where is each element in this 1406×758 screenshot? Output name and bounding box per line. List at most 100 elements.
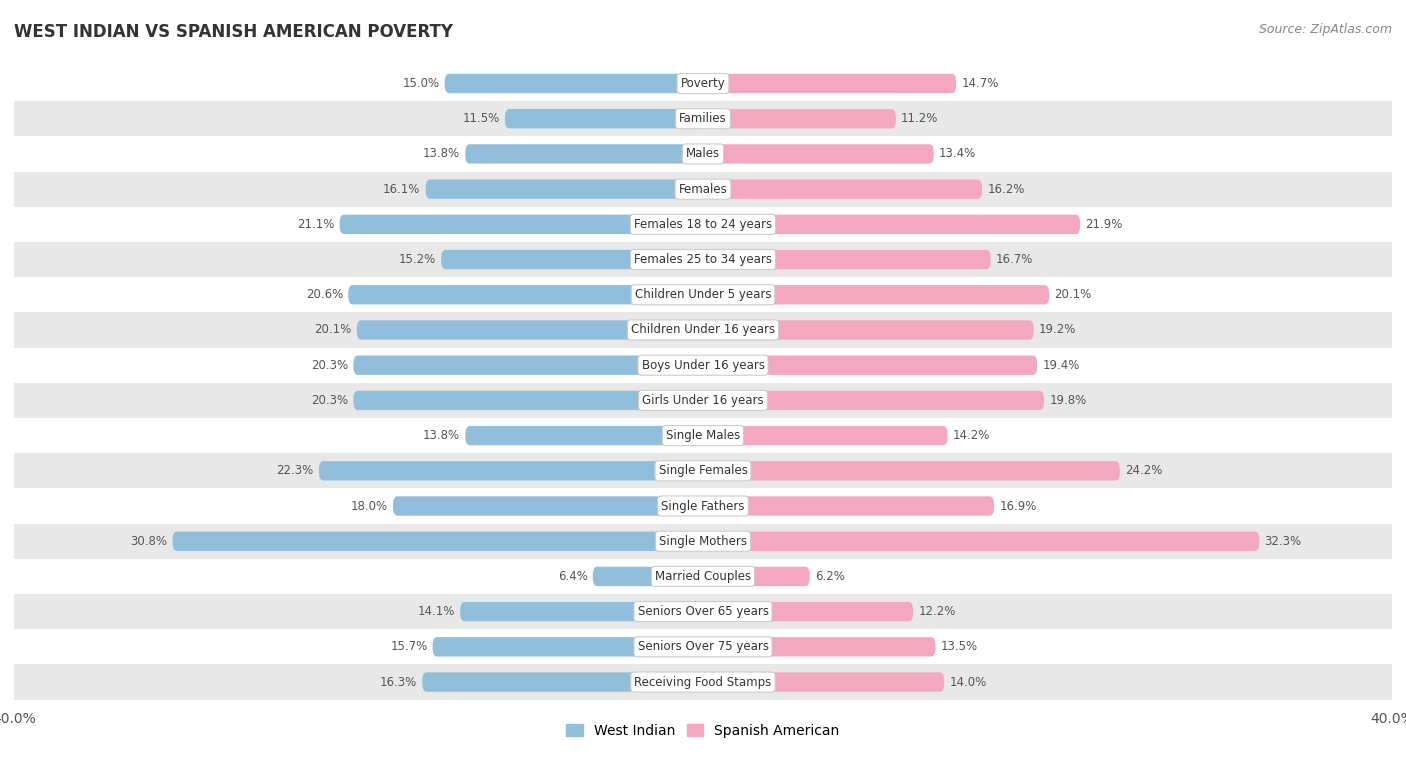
- Bar: [14, 348, 1392, 383]
- Text: 30.8%: 30.8%: [131, 534, 167, 548]
- FancyBboxPatch shape: [703, 567, 810, 586]
- Text: Single Males: Single Males: [666, 429, 740, 442]
- FancyBboxPatch shape: [703, 426, 948, 445]
- Text: 13.4%: 13.4%: [939, 148, 976, 161]
- Text: 21.9%: 21.9%: [1085, 218, 1123, 231]
- Legend: West Indian, Spanish American: West Indian, Spanish American: [561, 718, 845, 743]
- Text: 18.0%: 18.0%: [350, 500, 388, 512]
- Text: Single Mothers: Single Mothers: [659, 534, 747, 548]
- Text: 16.2%: 16.2%: [987, 183, 1025, 196]
- Text: 13.8%: 13.8%: [423, 429, 460, 442]
- FancyBboxPatch shape: [422, 672, 703, 692]
- Text: Boys Under 16 years: Boys Under 16 years: [641, 359, 765, 371]
- Bar: [14, 488, 1392, 524]
- FancyBboxPatch shape: [349, 285, 703, 305]
- Text: Source: ZipAtlas.com: Source: ZipAtlas.com: [1258, 23, 1392, 36]
- FancyBboxPatch shape: [703, 180, 981, 199]
- FancyBboxPatch shape: [319, 461, 703, 481]
- FancyBboxPatch shape: [703, 637, 935, 656]
- FancyBboxPatch shape: [703, 144, 934, 164]
- FancyBboxPatch shape: [444, 74, 703, 93]
- Bar: [14, 277, 1392, 312]
- Text: Children Under 5 years: Children Under 5 years: [634, 288, 772, 301]
- Text: 15.7%: 15.7%: [391, 641, 427, 653]
- FancyBboxPatch shape: [703, 356, 1038, 375]
- FancyBboxPatch shape: [703, 321, 1033, 340]
- FancyBboxPatch shape: [703, 531, 1260, 551]
- FancyBboxPatch shape: [392, 496, 703, 515]
- Text: 16.7%: 16.7%: [995, 253, 1033, 266]
- Bar: [14, 171, 1392, 207]
- Text: Receiving Food Stamps: Receiving Food Stamps: [634, 675, 772, 688]
- FancyBboxPatch shape: [703, 285, 1049, 305]
- Text: 21.1%: 21.1%: [297, 218, 335, 231]
- Text: Girls Under 16 years: Girls Under 16 years: [643, 394, 763, 407]
- FancyBboxPatch shape: [593, 567, 703, 586]
- FancyBboxPatch shape: [465, 144, 703, 164]
- Text: 22.3%: 22.3%: [277, 465, 314, 478]
- Text: 13.5%: 13.5%: [941, 641, 977, 653]
- Text: 16.3%: 16.3%: [380, 675, 418, 688]
- Bar: [14, 242, 1392, 277]
- Text: 20.6%: 20.6%: [305, 288, 343, 301]
- Text: 32.3%: 32.3%: [1264, 534, 1302, 548]
- Text: 14.7%: 14.7%: [962, 77, 998, 90]
- Text: Married Couples: Married Couples: [655, 570, 751, 583]
- Text: 16.1%: 16.1%: [384, 183, 420, 196]
- Text: Females 18 to 24 years: Females 18 to 24 years: [634, 218, 772, 231]
- Text: 20.3%: 20.3%: [311, 394, 349, 407]
- FancyBboxPatch shape: [353, 356, 703, 375]
- Bar: [14, 66, 1392, 101]
- Text: WEST INDIAN VS SPANISH AMERICAN POVERTY: WEST INDIAN VS SPANISH AMERICAN POVERTY: [14, 23, 453, 41]
- Text: Females: Females: [679, 183, 727, 196]
- Text: Families: Families: [679, 112, 727, 125]
- FancyBboxPatch shape: [465, 426, 703, 445]
- Bar: [14, 207, 1392, 242]
- Text: 14.1%: 14.1%: [418, 605, 456, 618]
- Text: 15.2%: 15.2%: [399, 253, 436, 266]
- Bar: [14, 312, 1392, 348]
- FancyBboxPatch shape: [703, 215, 1080, 234]
- Text: Seniors Over 75 years: Seniors Over 75 years: [637, 641, 769, 653]
- Text: 20.1%: 20.1%: [1054, 288, 1091, 301]
- Text: 20.1%: 20.1%: [315, 324, 352, 337]
- Text: 6.2%: 6.2%: [815, 570, 845, 583]
- Bar: [14, 594, 1392, 629]
- Text: 13.8%: 13.8%: [423, 148, 460, 161]
- Bar: [14, 101, 1392, 136]
- Bar: [14, 418, 1392, 453]
- FancyBboxPatch shape: [340, 215, 703, 234]
- Bar: [14, 665, 1392, 700]
- FancyBboxPatch shape: [433, 637, 703, 656]
- Text: 16.9%: 16.9%: [1000, 500, 1036, 512]
- FancyBboxPatch shape: [353, 390, 703, 410]
- Text: 19.4%: 19.4%: [1042, 359, 1080, 371]
- FancyBboxPatch shape: [505, 109, 703, 128]
- FancyBboxPatch shape: [703, 461, 1119, 481]
- Bar: [14, 559, 1392, 594]
- Bar: [14, 136, 1392, 171]
- FancyBboxPatch shape: [426, 180, 703, 199]
- FancyBboxPatch shape: [703, 672, 945, 692]
- Text: 14.2%: 14.2%: [953, 429, 990, 442]
- Text: 11.2%: 11.2%: [901, 112, 938, 125]
- FancyBboxPatch shape: [460, 602, 703, 622]
- Text: 14.0%: 14.0%: [949, 675, 987, 688]
- FancyBboxPatch shape: [173, 531, 703, 551]
- FancyBboxPatch shape: [703, 390, 1045, 410]
- FancyBboxPatch shape: [703, 250, 991, 269]
- FancyBboxPatch shape: [703, 109, 896, 128]
- FancyBboxPatch shape: [441, 250, 703, 269]
- Text: 19.2%: 19.2%: [1039, 324, 1076, 337]
- Bar: [14, 383, 1392, 418]
- Text: Children Under 16 years: Children Under 16 years: [631, 324, 775, 337]
- Text: Females 25 to 34 years: Females 25 to 34 years: [634, 253, 772, 266]
- FancyBboxPatch shape: [703, 74, 956, 93]
- Bar: [14, 629, 1392, 665]
- Text: Poverty: Poverty: [681, 77, 725, 90]
- Text: Seniors Over 65 years: Seniors Over 65 years: [637, 605, 769, 618]
- Text: 6.4%: 6.4%: [558, 570, 588, 583]
- FancyBboxPatch shape: [703, 602, 912, 622]
- Text: 20.3%: 20.3%: [311, 359, 349, 371]
- FancyBboxPatch shape: [703, 496, 994, 515]
